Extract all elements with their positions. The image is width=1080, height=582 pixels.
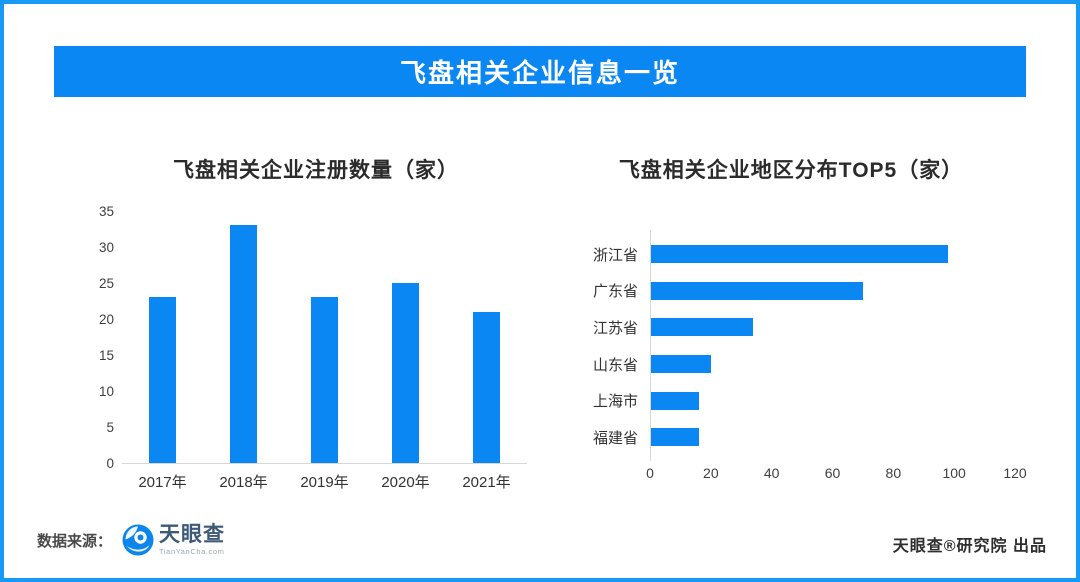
bar <box>149 297 176 463</box>
x-axis-tick-label: 20 <box>703 464 719 481</box>
bar <box>650 391 699 410</box>
regions-chart: 飞盘相关企业地区分布TOP5（家） 浙江省广东省江苏省山东省上海市福建省 0 20… <box>582 146 1034 485</box>
bar-row: 山东省 <box>582 346 1034 383</box>
bar-row: 浙江省 <box>582 236 1034 273</box>
bar-slot: 2019年 <box>284 212 365 491</box>
bar-slot: 2021年 <box>446 212 527 491</box>
banner: 飞盘相关企业信息一览 <box>54 46 1026 97</box>
y-axis-tick-label: 10 <box>98 383 114 399</box>
right-chart-title: 飞盘相关企业地区分布TOP5（家） <box>618 159 964 182</box>
bar <box>650 318 754 337</box>
bar <box>650 245 949 264</box>
bar-row: 广东省 <box>582 273 1034 310</box>
category-label: 2020年 <box>381 474 430 491</box>
y-axis-tick-label: 5 <box>106 419 114 435</box>
registrations-chart: 飞盘相关企业注册数量（家） 0 5 10 15 20 25 30 35 2017年 2018年 2… <box>86 146 546 491</box>
left-chart-bars: 2017年 2018年 2019年 2020年 2021年 <box>122 212 527 491</box>
y-axis-tick-label: 35 <box>98 203 114 219</box>
y-axis-tick-label: 20 <box>98 311 114 327</box>
bar <box>311 297 338 463</box>
bar-row: 江苏省 <box>582 309 1034 346</box>
category-label: 山东省 <box>592 356 638 374</box>
source-label: 数据来源： <box>37 532 113 550</box>
x-axis-tick-label: 80 <box>885 464 902 481</box>
y-axis-tick-label: 15 <box>98 347 114 363</box>
banner-title: 飞盘相关企业信息一览 <box>399 58 680 88</box>
bar-row: 福建省 <box>582 419 1034 456</box>
x-axis-tick-label: 120 <box>1003 464 1027 481</box>
category-label: 2019年 <box>300 474 349 491</box>
bar-slot: 2020年 <box>365 212 446 491</box>
y-axis-tick-label: 0 <box>106 455 114 471</box>
logo-name: 天眼查 <box>159 523 226 547</box>
right-chart-axis-line <box>650 230 651 461</box>
bar <box>230 225 257 463</box>
tianyancha-logo-text: 天眼查 TianYanCha.com <box>159 523 226 556</box>
category-label: 广东省 <box>592 283 638 301</box>
bar-slot: 2018年 <box>203 212 284 491</box>
category-label: 2017年 <box>138 474 187 491</box>
data-source: 数据来源： 天眼查 TianYanCha.com <box>37 518 225 562</box>
right-chart-plot-area: 浙江省广东省江苏省山东省上海市福建省 0 20 40 60 80 100 120 <box>582 230 1034 485</box>
left-chart-title: 飞盘相关企业注册数量（家） <box>173 159 459 182</box>
bar-row: 上海市 <box>582 382 1034 419</box>
category-label: 浙江省 <box>592 246 638 264</box>
category-label: 上海市 <box>592 393 638 411</box>
category-label: 福建省 <box>592 429 638 447</box>
bar <box>392 283 419 463</box>
x-axis-tick-label: 100 <box>942 464 966 481</box>
logo-domain: TianYanCha.com <box>159 546 225 556</box>
x-axis-tick-label: 40 <box>763 464 780 481</box>
bar <box>650 281 863 300</box>
category-label: 2021年 <box>462 474 511 491</box>
bar <box>650 355 711 374</box>
bar <box>650 428 699 447</box>
bar <box>473 311 500 463</box>
bar-slot: 2017年 <box>122 212 203 491</box>
category-label: 2018年 <box>219 474 268 491</box>
x-axis-tick-label: 0 <box>646 464 654 481</box>
right-chart-x-axis: 0 20 40 60 80 100 120 <box>582 461 1034 485</box>
y-axis-tick-label: 25 <box>98 275 114 291</box>
tianyancha-logo: 天眼查 TianYanCha.com <box>122 524 225 556</box>
x-axis-tick-label: 60 <box>824 464 841 481</box>
category-label: 江苏省 <box>592 319 638 337</box>
tianyancha-eye-icon <box>122 524 154 556</box>
right-chart-bars: 浙江省广东省江苏省山东省上海市福建省 <box>582 236 1034 456</box>
credit-text: 天眼查®研究院 出品 <box>892 538 1047 555</box>
left-chart-plot-area: 0 5 10 15 20 25 30 35 2017年 2018年 2019年 2020年 2021年 <box>99 204 527 491</box>
y-axis-tick-label: 30 <box>98 239 114 255</box>
